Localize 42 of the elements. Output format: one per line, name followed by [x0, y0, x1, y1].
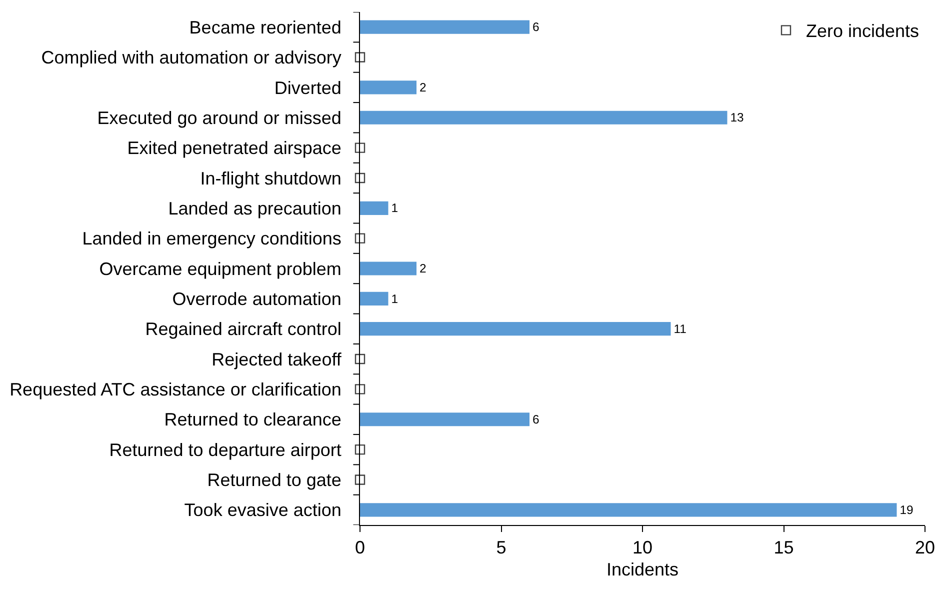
data-label: 1 [391, 201, 398, 216]
legend-label: Zero incidents [806, 21, 920, 42]
data-label: 6 [532, 20, 540, 34]
y-tick-label: Returned to departure airport [109, 440, 342, 460]
bar [360, 503, 897, 517]
y-tick-label: Returned to gate [207, 470, 342, 490]
x-tick-label: 20 [914, 538, 936, 558]
x-axis-title: Incidents [606, 560, 679, 580]
x-tick-label: 15 [774, 538, 794, 558]
y-tick-label: Overcame equipment problem [99, 258, 342, 279]
y-tick-label: Returned to clearance [164, 410, 342, 430]
bar [360, 412, 530, 426]
bar [360, 322, 671, 336]
data-label: 11 [674, 322, 687, 336]
bar [360, 20, 530, 34]
x-tick-label: 5 [496, 538, 506, 558]
bar [360, 262, 416, 276]
y-tick-label: Exited penetrated airspace [127, 138, 342, 158]
x-tick-label: 10 [632, 538, 653, 558]
x-tick-label: 0 [354, 538, 366, 558]
data-label: 2 [420, 80, 426, 95]
y-tick-label: Executed go around or missed [97, 108, 342, 128]
y-tick-label: In-flight shutdown [200, 168, 342, 188]
y-tick-label: Overrode automation [172, 288, 342, 309]
y-tick-label: Landed as precaution [168, 198, 342, 218]
y-tick-label: Requested ATC assistance or clarification [10, 380, 342, 400]
y-tick-label: Took evasive action [184, 500, 342, 520]
bar [360, 80, 416, 94]
bar [360, 110, 728, 124]
y-tick-label: Diverted [274, 78, 342, 98]
bar [360, 292, 388, 306]
data-label: 1 [391, 292, 398, 306]
y-tick-label: Regained aircraft control [145, 319, 342, 340]
bar [360, 201, 388, 215]
data-label: 13 [730, 110, 744, 125]
y-tick-label: Landed in emergency conditions [82, 228, 342, 249]
y-tick-label: Complied with automation or advisory [41, 48, 342, 68]
data-label: 6 [532, 412, 540, 426]
y-tick-label: Rejected takeoff [212, 349, 342, 370]
data-label: 2 [420, 262, 426, 276]
y-tick-label: Became reoriented [189, 17, 342, 38]
data-label: 19 [900, 502, 914, 517]
